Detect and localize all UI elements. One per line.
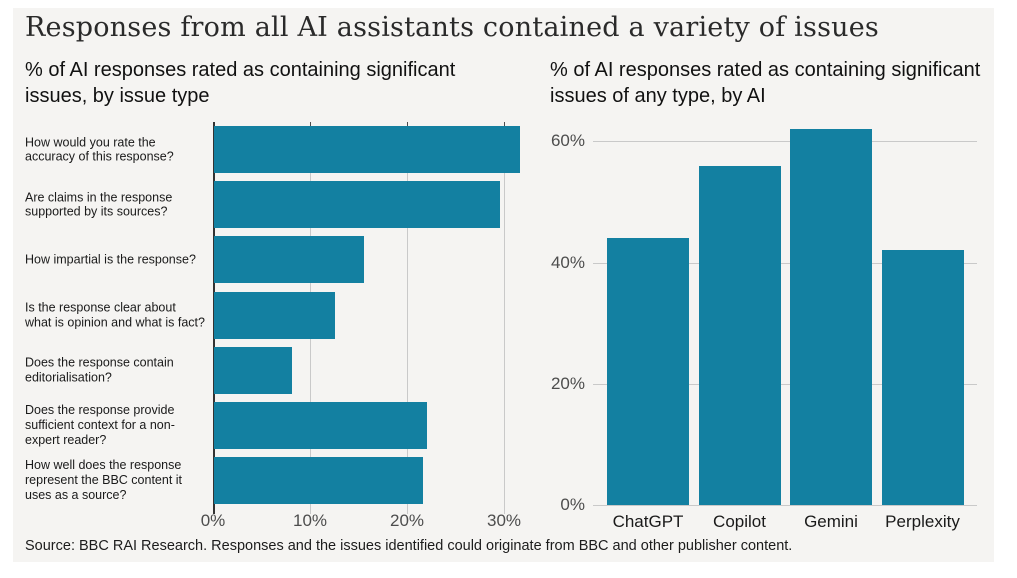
x-axis-tick-label: 30% [486, 511, 522, 530]
gridline [593, 141, 977, 143]
issue-bar [214, 456, 423, 504]
issue-category-label: Does the response provide sufficient con… [25, 403, 175, 447]
axis-tick [504, 122, 505, 128]
gridline [593, 262, 977, 264]
x-axis-tick-label: 20% [389, 511, 425, 530]
assistant-bar [881, 250, 964, 505]
issue-bar [214, 346, 292, 394]
gridline [593, 505, 977, 506]
issue-category-label: How impartial is the response? [25, 252, 196, 267]
issue-category-label: Does the response contain editorialisati… [25, 355, 174, 385]
axis-tick [310, 122, 311, 128]
assistant-bar [698, 165, 781, 505]
chart-title: Responses from all AI assistants contain… [25, 12, 879, 43]
issue-bar [214, 126, 520, 174]
x-axis-tick-label: 0% [200, 511, 226, 530]
issue-category-label: Are claims in the response supported by … [25, 189, 173, 219]
y-axis-tick-label: 40% [550, 252, 585, 272]
assistant-bar [790, 129, 872, 505]
gridline [593, 383, 977, 385]
axis-tick [407, 122, 408, 128]
x-axis-tick-label: 10% [292, 511, 328, 530]
assistant-name-label: Perplexity [885, 512, 960, 531]
left-chart-subtitle: % of AI responses rated as containing si… [25, 59, 456, 108]
y-axis-tick-label: 20% [550, 373, 585, 393]
issue-bar [214, 181, 501, 229]
assistant-name-label: ChatGPT [612, 512, 684, 531]
issue-bar [214, 291, 336, 339]
issue-category-label: How would you rate the accuracy of this … [25, 134, 174, 164]
right-chart-subtitle: % of AI responses rated as containing si… [550, 59, 981, 108]
issue-bar [214, 236, 365, 284]
issue-category-label: Is the response clear about what is opin… [25, 300, 205, 329]
y-axis-tick-label: 60% [550, 131, 585, 151]
gridline [504, 122, 505, 514]
gridline [407, 122, 408, 514]
issue-category-label: How well does the response represent the… [25, 458, 183, 502]
assistant-bar [607, 238, 689, 505]
y-axis-tick-label: 0% [560, 495, 585, 514]
assistant-name-label: Copilot [713, 512, 766, 531]
assistant-name-label: Gemini [804, 512, 858, 531]
source-note: Source: BBC RAI Research. Responses and … [25, 538, 793, 554]
issue-bar [214, 401, 428, 449]
